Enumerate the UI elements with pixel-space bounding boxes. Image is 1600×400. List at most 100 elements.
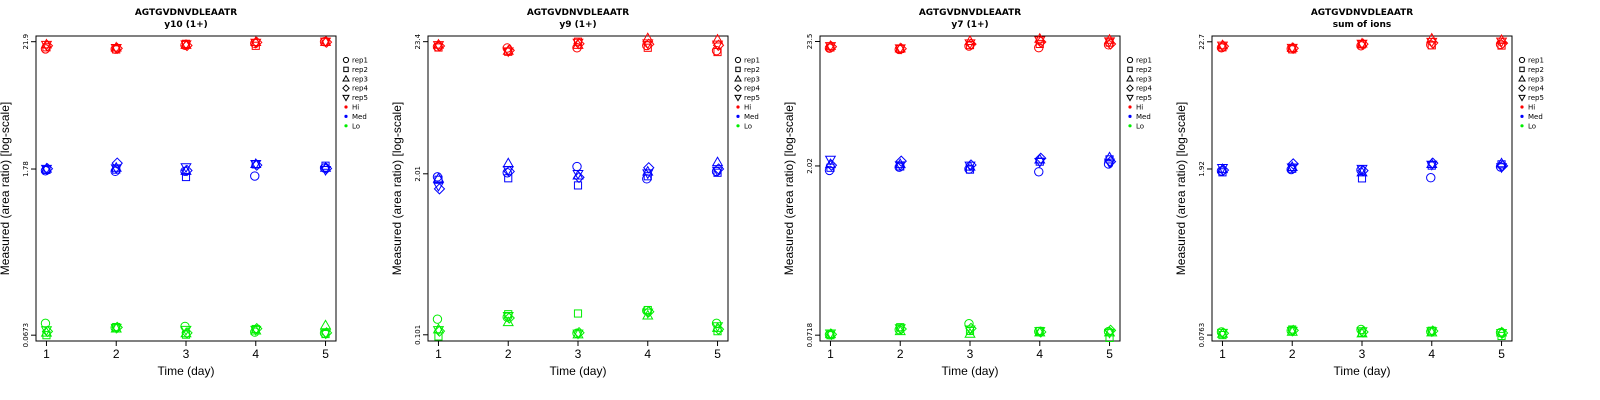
- data-point-med-rep5: [1103, 158, 1116, 169]
- x-tick-label: 5: [322, 347, 329, 361]
- legend-label: Med: [1136, 113, 1151, 121]
- data-point-med-rep5: [894, 161, 906, 172]
- data-point-med-rep5: [964, 161, 976, 172]
- data-point-lo-rep3: [432, 323, 445, 334]
- data-point-med-rep5: [711, 166, 724, 177]
- legend-marker-rep3: [1518, 74, 1526, 82]
- data-point-hi-rep4: [573, 38, 585, 50]
- data-point-hi-rep5: [502, 47, 514, 58]
- x-tick-label: 4: [644, 347, 651, 361]
- data-point-med-rep5: [642, 169, 654, 180]
- data-point-lo-rep4: [895, 323, 907, 335]
- data-point-hi-rep4: [41, 40, 54, 52]
- data-point-hi-rep5: [572, 38, 584, 49]
- data-point-med-rep5: [432, 181, 445, 192]
- x-tick-label: 3: [1359, 347, 1366, 361]
- data-point-hi-rep4: [181, 39, 193, 52]
- legend-label: rep4: [1136, 85, 1152, 93]
- legend-label: Med: [1528, 113, 1543, 121]
- legend-marker-lo: [344, 124, 348, 128]
- y-tick-label: 1.92: [1198, 161, 1206, 177]
- data-point-hi-rep4: [643, 38, 655, 51]
- x-tick-label: 4: [1036, 347, 1043, 361]
- data-point-hi-rep4: [712, 39, 725, 51]
- legend-marker-rep4: [342, 84, 350, 93]
- legend-marker-rep1: [342, 56, 350, 64]
- legend-marker-rep1: [1126, 56, 1134, 64]
- data-point-med-rep4: [503, 165, 515, 178]
- data-point-hi-rep4: [1357, 38, 1369, 50]
- data-point-hi-rep5: [1495, 37, 1508, 48]
- chart-title: AGTGVDNVDLEAATR: [1311, 8, 1413, 18]
- data-point-hi-rep5: [40, 40, 53, 51]
- data-point-lo-rep2: [643, 305, 652, 315]
- legend-marker-rep4: [734, 84, 742, 93]
- data-point-lo-rep5: [572, 329, 584, 340]
- data-point-med-rep5: [1495, 163, 1508, 174]
- y-tick-label: 21.9: [22, 34, 30, 50]
- legend-label: rep4: [744, 85, 760, 93]
- data-point-med-rep5: [1216, 164, 1229, 175]
- legend-label: rep5: [1136, 94, 1152, 102]
- y-tick-label: 22.7: [1198, 34, 1206, 50]
- legend-marker-med: [1520, 114, 1524, 118]
- chart-title: AGTGVDNVDLEAATR: [527, 8, 629, 18]
- x-axis-label: Time (day): [942, 364, 999, 378]
- data-point-hi-rep5: [432, 41, 445, 52]
- data-point-lo-rep5: [1286, 326, 1298, 337]
- legend-marker-rep3: [1126, 74, 1134, 82]
- y-tick-label: 0.0718: [806, 323, 814, 348]
- data-point-hi-rep5: [894, 44, 906, 55]
- legend-label: rep3: [352, 75, 368, 83]
- data-point-hi-rep4: [1217, 40, 1230, 53]
- data-point-hi-rep5: [1034, 36, 1046, 47]
- legend-marker-rep4: [1518, 84, 1526, 93]
- data-point-med-rep1: [1034, 167, 1044, 177]
- y-tick-label: 1.78: [22, 161, 30, 177]
- data-point-hi-rep2: [643, 43, 652, 52]
- legend-label: Hi: [744, 104, 751, 112]
- data-point-med-rep5: [1034, 157, 1046, 168]
- legend-marker-lo: [736, 124, 740, 128]
- data-point-lo-rep5: [1426, 327, 1438, 338]
- data-point-hi-rep5: [1356, 39, 1368, 50]
- x-axis-label: Time (day): [158, 364, 215, 378]
- data-point-hi-rep5: [824, 42, 837, 53]
- y-axis-label: Measured (area ratio) [log-scale]: [0, 102, 12, 275]
- chart-subtitle: sum of ions: [1333, 20, 1392, 30]
- data-point-hi-rep5: [250, 38, 262, 49]
- data-point-lo-rep3: [319, 319, 332, 330]
- x-tick-label: 2: [505, 347, 512, 361]
- legend-label: Lo: [1136, 122, 1144, 130]
- legend-label: Med: [744, 113, 759, 121]
- data-point-med-rep3: [432, 172, 445, 183]
- data-point-lo-rep4: [41, 325, 54, 338]
- legend-label: rep3: [1136, 75, 1152, 83]
- data-point-med-rep5: [319, 166, 332, 177]
- data-point-hi-rep5: [1103, 37, 1116, 48]
- x-tick-label: 1: [827, 347, 834, 361]
- data-point-med-rep3: [711, 156, 724, 167]
- legend-marker-hi: [344, 105, 348, 109]
- data-point-lo-rep5: [642, 308, 654, 319]
- x-axis-label: Time (day): [1334, 364, 1391, 378]
- data-point-hi-rep4: [825, 40, 838, 53]
- data-point-lo-rep1: [40, 318, 51, 329]
- data-point-hi-rep4: [965, 38, 977, 50]
- y-tick-label: 0.0673: [22, 323, 30, 348]
- data-point-lo-rep5: [319, 329, 332, 340]
- data-point-med-rep5: [40, 164, 53, 175]
- legend-marker-lo: [1520, 124, 1524, 128]
- data-point-med-rep3: [502, 157, 514, 168]
- data-point-hi-rep2: [713, 47, 722, 57]
- data-point-lo-rep5: [1103, 328, 1116, 339]
- legend-label: rep1: [1528, 57, 1544, 65]
- legend-marker-rep4: [1126, 84, 1134, 93]
- legend-marker-med: [736, 114, 740, 118]
- legend-label: Hi: [352, 104, 359, 112]
- chart-title: AGTGVDNVDLEAATR: [919, 8, 1021, 18]
- data-point-hi-rep3: [711, 33, 724, 44]
